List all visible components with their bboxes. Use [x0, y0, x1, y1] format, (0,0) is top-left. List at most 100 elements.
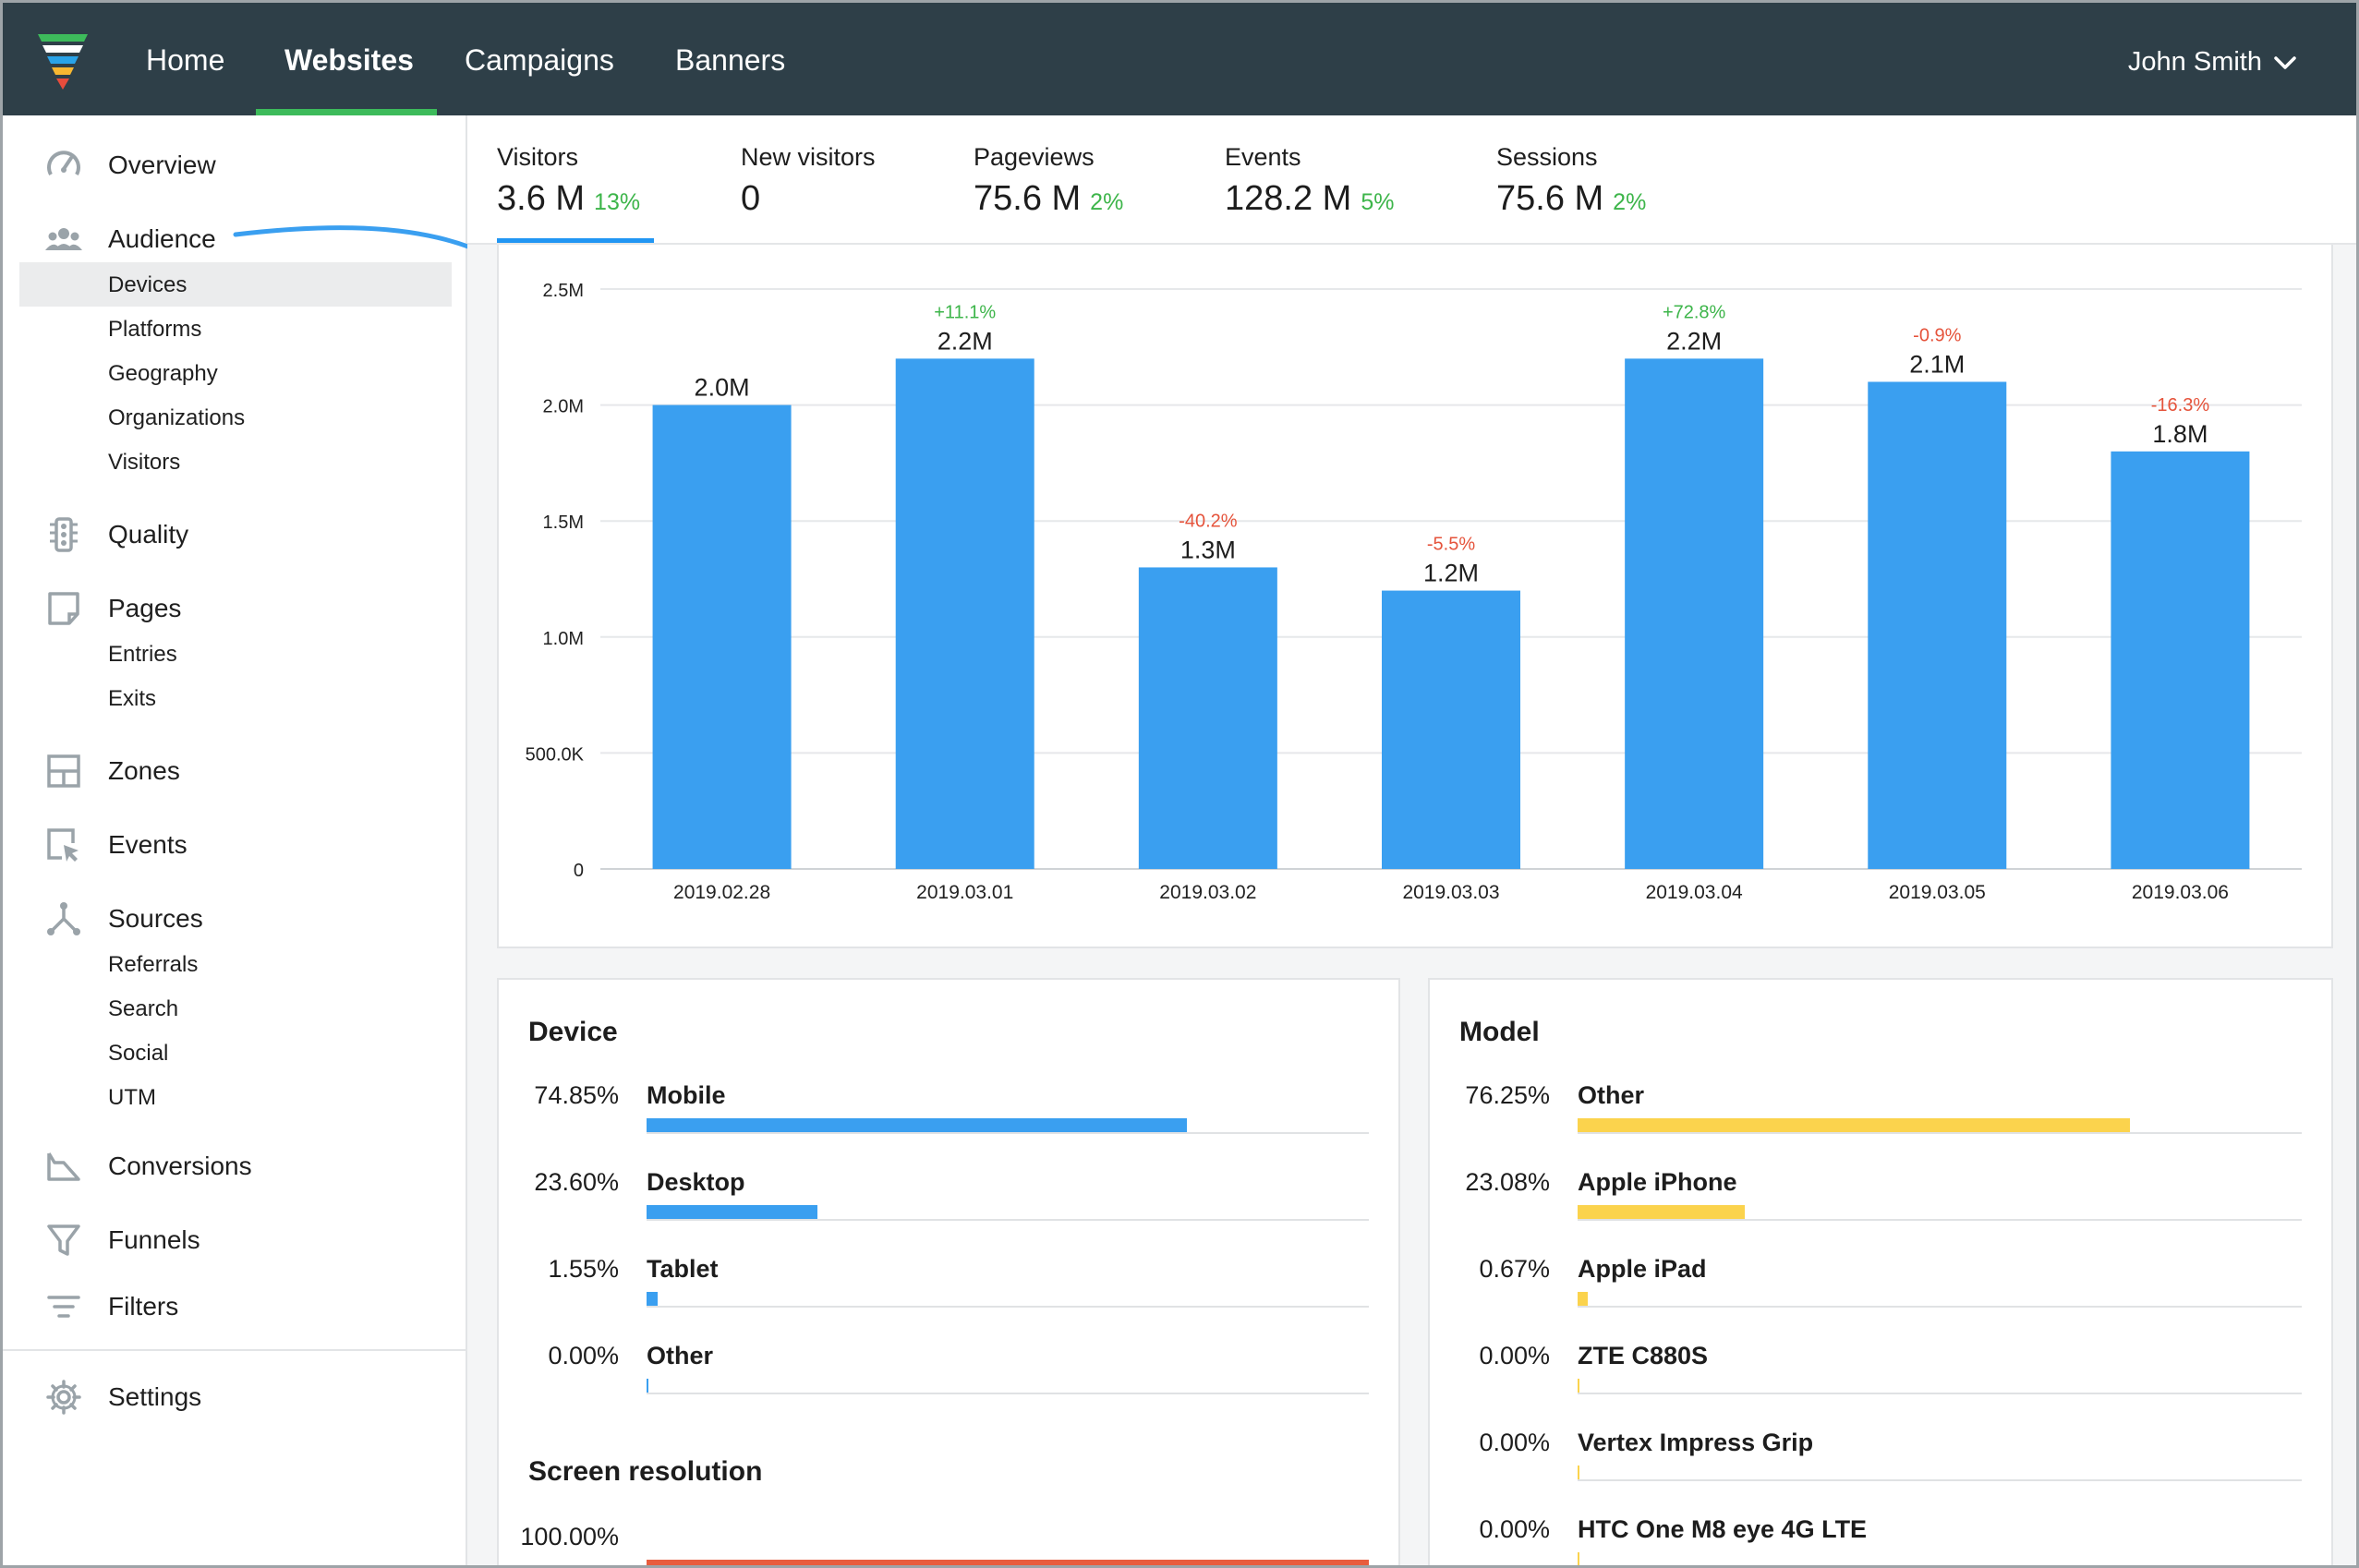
sidebar-item-funnels[interactable]: Funnels: [3, 1214, 465, 1266]
sidebar-item-label: Audience: [108, 224, 216, 253]
sidebar-item-events[interactable]: Events: [3, 819, 465, 871]
list-item[interactable]: 0.00% Other: [499, 1342, 1398, 1406]
nav-banners[interactable]: Banners: [675, 43, 786, 77]
metric-label: Sessions: [1496, 143, 1598, 171]
list-item[interactable]: 23.08% Apple iPhone: [1430, 1168, 2331, 1233]
sidebar-item-conversions[interactable]: Conversions: [3, 1140, 465, 1192]
sidebar-item-audience[interactable]: Audience: [3, 213, 465, 265]
nav-campaigns[interactable]: Campaigns: [465, 43, 614, 77]
x-tick-label: 2019.02.28: [673, 882, 770, 903]
metric-value: 75.6 M: [1496, 179, 1604, 218]
y-tick-label: 2.5M: [543, 281, 584, 301]
list-item[interactable]: 0.00% ZTE C880S: [1430, 1342, 2331, 1406]
metric-visitors[interactable]: Visitors 3.6 M 13%: [497, 143, 640, 219]
metric-pageviews[interactable]: Pageviews 75.6 M 2%: [974, 143, 1123, 219]
row-percent: 74.85%: [534, 1081, 619, 1109]
chart-bar[interactable]: [1625, 358, 1764, 869]
list-item[interactable]: 100.00%: [499, 1523, 1398, 1565]
filter-lines-icon: [43, 1286, 84, 1327]
active-nav-indicator: [256, 109, 437, 115]
sidebar-subitem-social[interactable]: Social: [108, 1041, 169, 1066]
branch-icon: [43, 899, 84, 939]
list-item[interactable]: 0.00% Vertex Impress Grip: [1430, 1429, 2331, 1493]
row-name: Apple iPad: [1578, 1255, 1707, 1283]
sidebar-subitem-devices[interactable]: Devices: [108, 272, 188, 297]
metric-label: Events: [1225, 143, 1301, 171]
logo-icon[interactable]: [36, 29, 90, 91]
row-bar-fill: [647, 1379, 648, 1393]
sidebar-item-filters[interactable]: Filters: [3, 1281, 465, 1333]
user-name: John Smith: [2127, 47, 2262, 77]
model-card: Model 76.25% Other 23.08% Apple iPhone 0.67%…: [1428, 978, 2333, 1565]
row-percent: 76.25%: [1465, 1081, 1550, 1109]
row-percent: 0.67%: [1479, 1255, 1550, 1283]
chart-bar[interactable]: [1138, 567, 1277, 869]
sidebar-subitem-organizations[interactable]: Organizations: [108, 405, 246, 430]
row-bar-track: [647, 1118, 1369, 1134]
row-bar-track: [1578, 1379, 2302, 1394]
row-bar-track: [1578, 1465, 2302, 1481]
nav-websites[interactable]: Websites: [284, 43, 414, 77]
metric-label: Visitors: [497, 143, 579, 171]
row-bar-fill: [647, 1205, 817, 1219]
row-bar-track: [647, 1560, 1369, 1565]
sidebar-subitem-entries[interactable]: Entries: [108, 642, 177, 667]
list-item[interactable]: 1.55% Tablet: [499, 1255, 1398, 1320]
main-content: Visitors 3.6 M 13% New visitors 0 Pagevie…: [467, 115, 2356, 1565]
sidebar-subitem-visitors[interactable]: Visitors: [108, 450, 181, 475]
sidebar-item-quality[interactable]: Quality: [3, 509, 465, 561]
sidebar-item-overview[interactable]: Overview: [3, 139, 465, 191]
sidebar-item-settings[interactable]: Settings: [3, 1371, 465, 1423]
metric-events[interactable]: Events 128.2 M 5%: [1225, 143, 1394, 219]
people-icon: [43, 219, 84, 259]
list-item[interactable]: 74.85% Mobile: [499, 1081, 1398, 1146]
metric-value: 0: [741, 179, 761, 218]
metric-new-visitors[interactable]: New visitors 0: [741, 143, 876, 219]
sidebar-subitem-exits[interactable]: Exits: [108, 686, 157, 711]
bar-value-label: 1.3M: [1180, 536, 1236, 563]
metric-change: 13%: [594, 189, 641, 215]
bar-value-label: 2.2M: [1666, 327, 1722, 355]
row-percent: 100.00%: [520, 1523, 619, 1550]
chevron-down-icon: [2274, 55, 2296, 69]
sidebar-subitem-referrals[interactable]: Referrals: [108, 952, 199, 977]
sidebar-item-label: Overview: [108, 151, 216, 179]
row-name: Vertex Impress Grip: [1578, 1429, 1814, 1456]
sidebar-subitem-search[interactable]: Search: [108, 996, 179, 1021]
gear-icon: [43, 1377, 84, 1417]
list-item[interactable]: 76.25% Other: [1430, 1081, 2331, 1146]
list-item[interactable]: 0.00% HTC One M8 eye 4G LTE: [1430, 1515, 2331, 1565]
chart-bar[interactable]: [1382, 590, 1520, 869]
sidebar-divider: [3, 1349, 467, 1351]
sidebar-item-label: Quality: [108, 520, 189, 549]
row-bar-fill: [1578, 1552, 1579, 1565]
traffic-light-icon: [43, 514, 84, 555]
metric-label: Pageviews: [974, 143, 1095, 171]
sidebar-item-zones[interactable]: Zones: [3, 745, 465, 797]
sidebar-subitem-platforms[interactable]: Platforms: [108, 317, 202, 342]
chart-bar[interactable]: [2111, 451, 2250, 869]
sidebar-item-sources[interactable]: Sources: [3, 893, 465, 945]
y-tick-label: 2.0M: [543, 397, 584, 417]
row-bar-track: [1578, 1552, 2302, 1565]
user-menu[interactable]: John Smith: [2128, 47, 2297, 78]
x-tick-label: 2019.03.03: [1402, 882, 1499, 903]
row-percent: 0.00%: [548, 1342, 619, 1369]
sidebar-subitem-geography[interactable]: Geography: [108, 361, 218, 386]
page-icon: [43, 588, 84, 629]
list-item[interactable]: 0.67% Apple iPad: [1430, 1255, 2331, 1320]
metric-sessions[interactable]: Sessions 75.6 M 2%: [1496, 143, 1646, 219]
metric-value: 75.6 M: [974, 179, 1082, 218]
chart-bar[interactable]: [652, 404, 792, 869]
sidebar-item-pages[interactable]: Pages: [3, 583, 465, 634]
sidebar-subitem-utm[interactable]: UTM: [108, 1085, 156, 1110]
y-tick-label: 500.0K: [526, 744, 585, 765]
list-item[interactable]: 23.60% Desktop: [499, 1168, 1398, 1233]
chart-bar[interactable]: [1868, 381, 2007, 869]
device-title: Device: [528, 1017, 618, 1047]
nav-home[interactable]: Home: [146, 43, 225, 77]
row-bar-track: [1578, 1118, 2302, 1134]
chart-bar[interactable]: [895, 358, 1034, 869]
bar-change-label: -0.9%: [1913, 325, 1961, 345]
device-card: Device 74.85% Mobile 23.60% Desktop 1.55% Tab…: [497, 978, 1400, 1565]
